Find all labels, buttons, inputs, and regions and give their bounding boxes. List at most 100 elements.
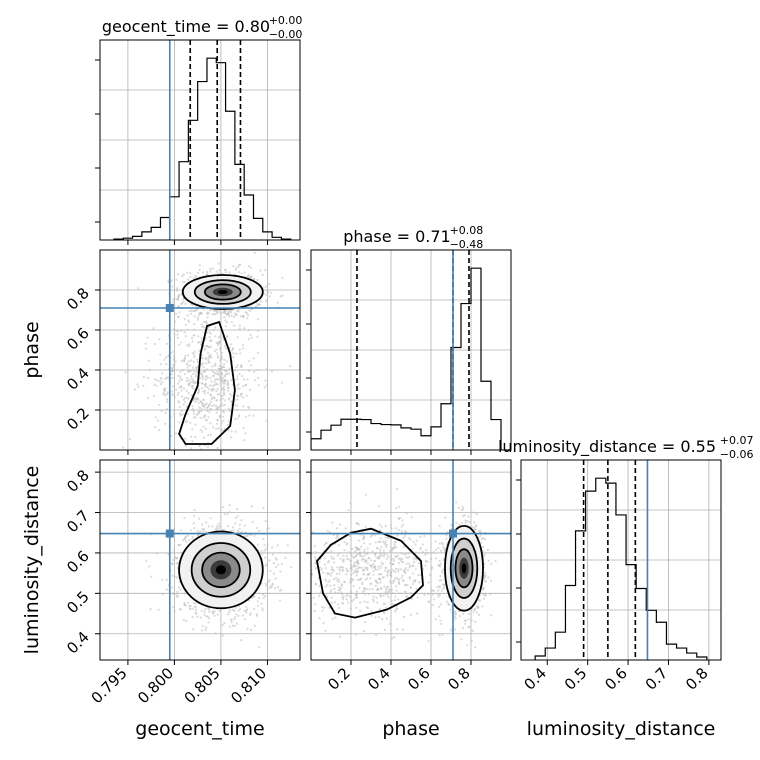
sample-point — [404, 531, 407, 534]
sample-point — [266, 587, 269, 591]
sample-point — [272, 572, 276, 575]
sample-point — [184, 323, 187, 326]
sample-point — [170, 373, 173, 376]
sample-point — [329, 590, 332, 593]
sample-point — [207, 361, 210, 364]
sample-point — [201, 402, 204, 405]
sample-point — [457, 506, 460, 509]
sample-point — [361, 555, 364, 558]
sample-point — [433, 598, 436, 601]
sample-point — [204, 358, 207, 361]
sample-point — [432, 551, 435, 554]
sample-point — [247, 274, 250, 277]
sample-point — [338, 572, 341, 575]
sample-point — [183, 601, 186, 605]
sample-point — [383, 602, 386, 605]
sample-point — [191, 535, 194, 539]
sample-point — [454, 617, 457, 620]
sample-point — [467, 625, 471, 628]
sample-point — [199, 428, 202, 431]
sample-point — [225, 321, 229, 324]
sample-point — [175, 278, 178, 281]
sample-point — [179, 529, 182, 532]
sample-point — [250, 505, 253, 508]
sample-point — [404, 534, 407, 537]
contour-tail — [178, 320, 236, 445]
sample-point — [323, 557, 326, 560]
sample-point — [312, 596, 315, 600]
sample-point — [180, 378, 184, 381]
sample-point — [325, 567, 328, 570]
contour-1 — [190, 542, 252, 598]
sample-point — [194, 373, 197, 376]
histogram-geocent_time — [113, 57, 292, 240]
sample-point — [158, 338, 161, 341]
sample-point — [323, 543, 326, 547]
sample-point — [187, 378, 190, 381]
sample-point — [229, 608, 232, 611]
sample-point — [394, 527, 397, 530]
sample-point — [345, 567, 348, 570]
sample-point — [234, 268, 237, 271]
sample-point — [245, 605, 248, 609]
panel-border — [520, 459, 722, 661]
sample-point — [256, 318, 259, 321]
sample-point — [214, 362, 217, 365]
sample-point — [385, 588, 388, 591]
sample-point — [177, 391, 180, 394]
sample-point — [234, 615, 237, 619]
sample-point — [197, 313, 201, 317]
sample-point — [427, 581, 430, 584]
sample-point — [377, 505, 380, 508]
sample-point — [362, 630, 366, 633]
sample-point — [186, 534, 189, 537]
sample-point — [177, 400, 180, 403]
sample-point — [464, 521, 467, 524]
sample-point — [191, 340, 194, 343]
sample-point — [276, 586, 280, 589]
sample-point — [207, 388, 211, 391]
sample-point — [366, 551, 369, 554]
sample-point — [278, 599, 282, 602]
sample-point — [434, 540, 437, 543]
sample-point — [332, 569, 335, 572]
sample-point — [305, 533, 307, 535]
sample-point — [385, 617, 388, 620]
sample-point — [235, 366, 238, 369]
hist-panel-luminosity_distance — [521, 460, 721, 660]
sample-point — [337, 536, 340, 539]
sample-point — [365, 566, 368, 569]
sample-point — [324, 563, 327, 566]
panel-border — [99, 39, 301, 241]
sample-point — [232, 352, 235, 355]
sample-point — [184, 335, 187, 338]
sample-point — [367, 573, 370, 576]
sample-point — [268, 579, 271, 582]
sample-point — [320, 568, 323, 571]
sample-point — [216, 422, 219, 425]
sample-point — [198, 406, 201, 409]
sample-point — [209, 433, 212, 436]
sample-point — [358, 548, 361, 551]
sample-point — [440, 622, 443, 626]
sample-point — [474, 525, 477, 528]
sample-point — [160, 457, 162, 459]
sample-point — [227, 398, 230, 401]
sample-point — [186, 314, 189, 317]
sample-point — [324, 578, 327, 581]
sample-point — [383, 585, 386, 588]
sample-point — [210, 397, 213, 401]
sample-point — [239, 315, 242, 318]
y-tick-label: 0.4 — [63, 628, 93, 658]
sample-point — [280, 562, 283, 565]
sample-point — [318, 617, 321, 620]
sample-point — [190, 375, 193, 378]
sample-point — [462, 612, 465, 616]
sample-point — [479, 599, 482, 602]
sample-point — [213, 609, 216, 613]
sample-point — [242, 427, 245, 430]
sample-point — [236, 395, 239, 398]
sample-point — [230, 436, 233, 439]
sample-point — [247, 406, 250, 409]
sample-point — [474, 529, 477, 532]
